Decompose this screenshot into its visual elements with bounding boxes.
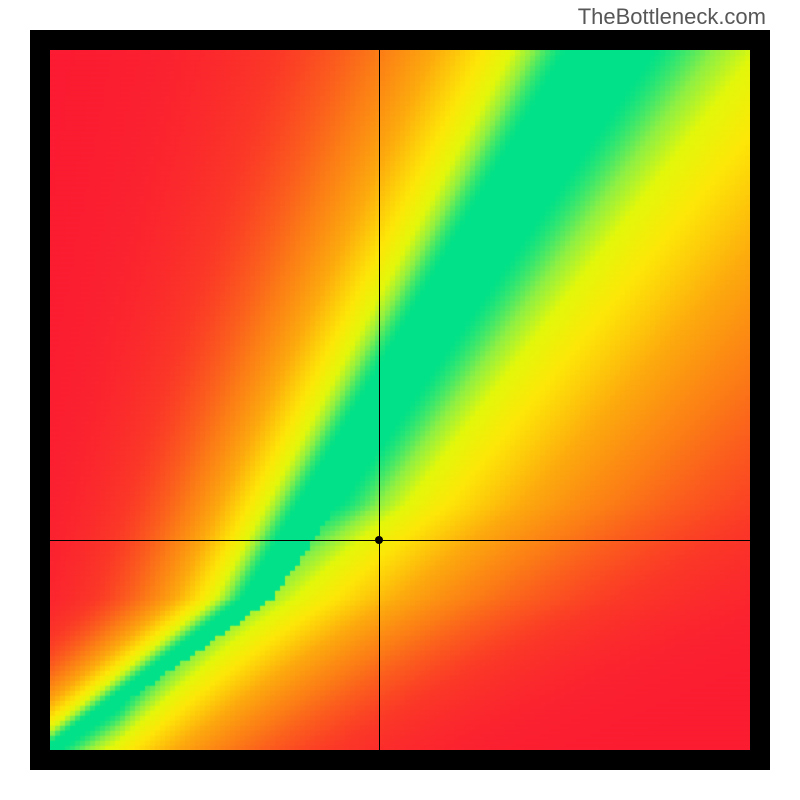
watermark-text: TheBottleneck.com [578,4,766,30]
heatmap-plot [50,50,750,750]
heatmap-canvas [50,50,750,750]
chart-frame [30,30,770,770]
crosshair-marker [375,536,383,544]
crosshair-horizontal [50,540,750,541]
crosshair-vertical [379,50,380,750]
